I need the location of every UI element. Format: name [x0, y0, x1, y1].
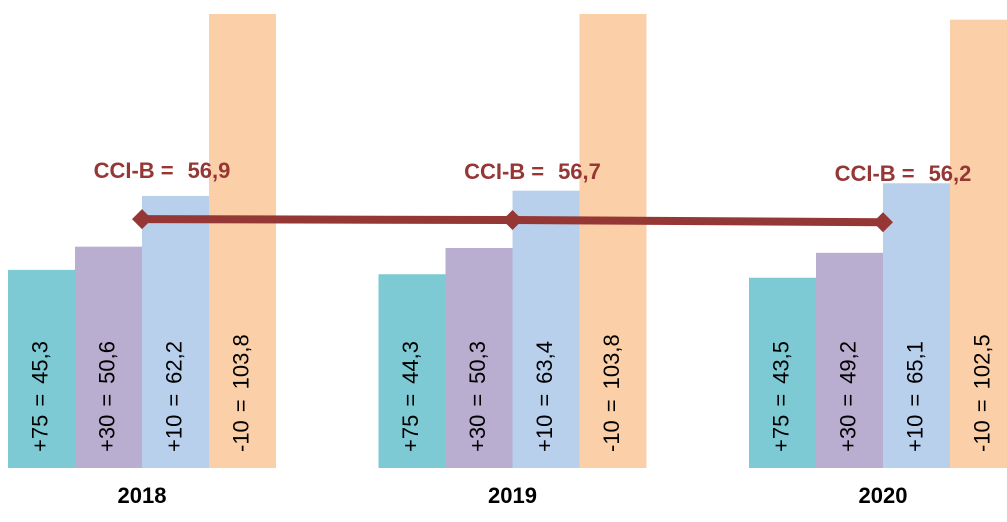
separator: = [531, 159, 544, 184]
separator: = [835, 394, 860, 407]
bar-label: -10 = 103,8 [599, 334, 624, 452]
bar-label: -10 = 103,8 [228, 334, 253, 452]
series-name: -10 [969, 420, 994, 452]
series-name: +10 [161, 415, 186, 452]
separator: = [94, 394, 119, 407]
bar-label: +10 = 63,4 [532, 341, 557, 452]
series-name: CCI-B [835, 161, 896, 186]
value-label: 50,3 [465, 341, 490, 384]
separator: = [161, 394, 186, 407]
separator: = [465, 394, 490, 407]
separator: = [599, 399, 624, 412]
line-marker [132, 209, 152, 230]
separator: = [969, 399, 994, 412]
line-label: CCI-B = 56,9 [94, 158, 231, 183]
series-name: +30 [835, 415, 860, 452]
separator: = [532, 394, 557, 407]
separator: = [228, 399, 253, 412]
bar [883, 183, 950, 468]
bar [512, 190, 580, 468]
x-tick-label: 2018 [118, 483, 167, 508]
value-label: 45,3 [27, 341, 52, 384]
bar-label: +75 = 43,5 [768, 341, 793, 452]
bar [445, 247, 513, 468]
value-label: 65,1 [902, 341, 927, 384]
value-label: 49,2 [835, 341, 860, 384]
bar-label: +75 = 44,3 [398, 341, 423, 452]
series-name: CCI-B [464, 159, 525, 184]
bar [75, 246, 142, 468]
bar [579, 13, 647, 468]
x-tick-label: 2019 [488, 483, 537, 508]
separator: = [902, 161, 915, 186]
series-name: +75 [27, 415, 52, 452]
separator: = [161, 158, 174, 183]
bar-label: +10 = 62,2 [161, 341, 186, 452]
series-name: +30 [94, 415, 119, 452]
line-label: CCI-B = 56,2 [835, 161, 972, 186]
series-name: +10 [902, 415, 927, 452]
series-name: +75 [768, 415, 793, 452]
separator: = [27, 394, 52, 407]
line-marker [873, 212, 893, 233]
bar [816, 252, 883, 468]
value-label: 56,2 [929, 161, 972, 186]
series-name: -10 [228, 420, 253, 452]
value-label: 103,8 [599, 334, 624, 389]
value-label: 56,7 [558, 159, 601, 184]
series-name: +75 [398, 415, 423, 452]
value-label: 103,8 [228, 334, 253, 389]
bar [209, 13, 276, 468]
series-name: +30 [465, 415, 490, 452]
value-label: 62,2 [161, 341, 186, 384]
separator: = [398, 394, 423, 407]
series-name: +10 [532, 415, 557, 452]
bar-label: +10 = 65,1 [902, 341, 927, 452]
bar-label: -10 = 102,5 [969, 334, 994, 452]
series-name: CCI-B [94, 158, 155, 183]
line-marker [502, 210, 523, 231]
value-label: 43,5 [768, 341, 793, 384]
bar-label: +75 = 45,3 [27, 341, 52, 452]
bar [378, 274, 446, 468]
line-label: CCI-B = 56,7 [464, 159, 601, 184]
value-label: 44,3 [398, 341, 423, 384]
x-tick-label: 2020 [859, 483, 908, 508]
bar-label: +30 = 50,6 [94, 341, 119, 452]
bar [950, 19, 1007, 468]
bar [8, 269, 75, 468]
series-name: -10 [599, 420, 624, 452]
value-label: 50,6 [94, 341, 119, 384]
value-label: 63,4 [532, 341, 557, 384]
value-label: 102,5 [969, 334, 994, 389]
bar-label: +30 = 50,3 [465, 341, 490, 452]
bar [749, 277, 816, 468]
separator: = [768, 394, 793, 407]
separator: = [902, 394, 927, 407]
value-label: 56,9 [188, 158, 231, 183]
bar-label: +30 = 49,2 [835, 341, 860, 452]
bar [142, 195, 209, 468]
